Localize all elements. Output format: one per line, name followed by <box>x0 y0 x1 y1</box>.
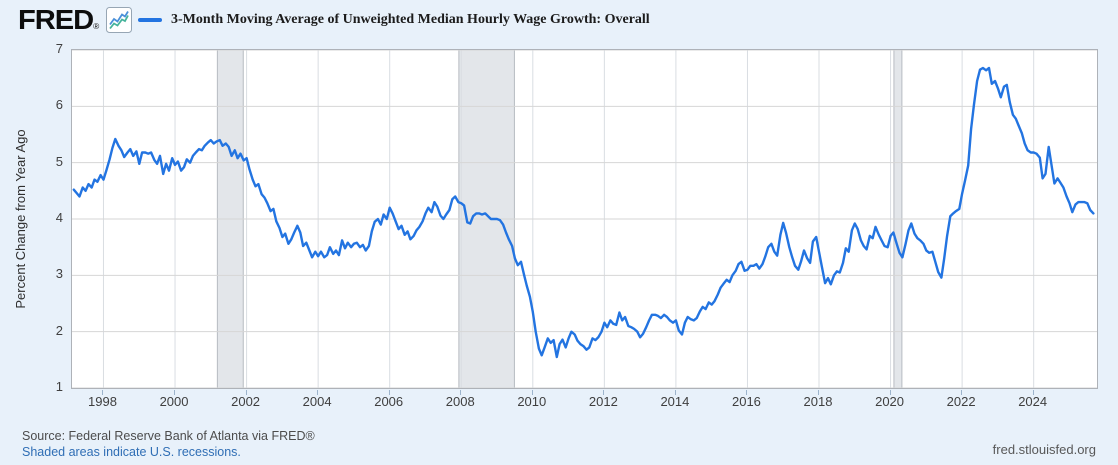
registered-mark: ® <box>93 22 100 31</box>
x-tick-mark <box>102 390 104 395</box>
recession-note-link[interactable]: Shaded areas indicate U.S. recessions. <box>22 445 241 459</box>
x-tick-label: 2012 <box>588 394 618 409</box>
legend-series-label: 3-Month Moving Average of Unweighted Med… <box>171 12 650 27</box>
x-tick-mark <box>531 390 533 395</box>
x-tick-label: 2006 <box>374 394 404 409</box>
x-tick-label: 2020 <box>875 394 905 409</box>
x-tick-mark <box>961 390 963 395</box>
x-tick-label: 2008 <box>445 394 475 409</box>
fred-logo-text: FRED <box>18 4 94 35</box>
data-line[interactable] <box>72 66 1095 359</box>
x-tick-mark <box>460 390 462 395</box>
x-tick-label: 2014 <box>660 394 690 409</box>
y-tick-label: 7 <box>55 41 63 56</box>
y-tick-label: 1 <box>55 379 63 394</box>
x-tick-label: 2000 <box>159 394 189 409</box>
y-tick-label: 2 <box>55 322 63 338</box>
y-tick-label: 6 <box>55 97 63 113</box>
legend-line-swatch <box>138 18 162 22</box>
x-tick-label: 1998 <box>88 394 117 409</box>
x-tick-mark <box>174 390 176 395</box>
wage-growth-line-chart[interactable] <box>72 50 1097 388</box>
source-note: Source: Federal Reserve Bank of Atlanta … <box>22 429 315 443</box>
x-tick-label: 2022 <box>946 394 976 409</box>
x-tick-label: 2002 <box>231 394 261 409</box>
x-tick-label: 2004 <box>302 394 332 409</box>
x-tick-mark <box>889 390 891 395</box>
fred-sparkline-icon <box>106 7 132 33</box>
x-tick-mark <box>245 390 247 395</box>
fred-watermark-link[interactable]: fred.stlouisfed.org <box>992 442 1096 457</box>
x-tick-label: 2024 <box>1018 394 1048 409</box>
x-tick-mark <box>818 390 820 395</box>
x-tick-mark <box>1032 390 1034 395</box>
x-tick-mark <box>388 390 390 395</box>
plot-area[interactable] <box>71 49 1098 389</box>
x-tick-mark <box>317 390 319 395</box>
chart-legend: 3-Month Moving Average of Unweighted Med… <box>138 12 650 28</box>
x-tick-label: 2010 <box>517 394 547 409</box>
fred-logo[interactable]: FRED® <box>18 5 99 42</box>
y-tick-label: 4 <box>55 210 63 225</box>
y-tick-label: 3 <box>55 266 63 282</box>
x-tick-label: 2018 <box>803 394 833 409</box>
x-tick-label: 2016 <box>731 394 761 409</box>
x-tick-mark <box>746 390 748 395</box>
y-tick-label: 5 <box>55 153 63 169</box>
x-tick-mark <box>603 390 605 395</box>
x-tick-mark <box>674 390 676 395</box>
